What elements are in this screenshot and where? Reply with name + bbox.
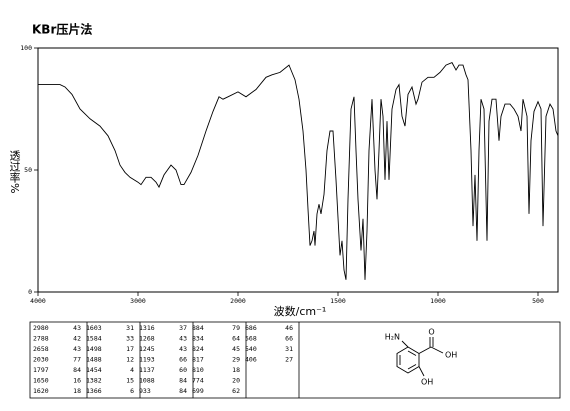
peak-intensity: 16 — [73, 377, 81, 385]
peak-wavenumber: 1137 — [139, 366, 155, 374]
molecule-bonds — [396, 337, 444, 377]
table-frame — [29, 321, 561, 399]
peak-wavenumber: 824 — [192, 345, 204, 353]
peak-wavenumber: 1603 — [86, 324, 102, 332]
peak-intensity: 84 — [73, 366, 81, 374]
peak-intensity: 42 — [73, 335, 81, 343]
peak-wavenumber: 1245 — [139, 345, 155, 353]
x-tick-label: 2000 — [230, 297, 246, 305]
peak-intensity: 31 — [126, 324, 134, 332]
peak-intensity: 43 — [179, 335, 187, 343]
peak-wavenumber: 568 — [245, 335, 257, 343]
peak-wavenumber: 884 — [192, 324, 204, 332]
peak-intensity: 12 — [126, 356, 134, 364]
peak-wavenumber: 810 — [192, 366, 204, 374]
peak-intensity: 15 — [126, 377, 134, 385]
peak-wavenumber: 540 — [245, 345, 257, 353]
x-tick-label: 3000 — [130, 297, 146, 305]
peak-wavenumber: 1797 — [33, 366, 49, 374]
peak-intensity: 66 — [179, 356, 187, 364]
peak-wavenumber: 933 — [139, 387, 151, 395]
peak-intensity: 60 — [179, 366, 187, 374]
peak-intensity: 45 — [232, 345, 240, 353]
peak-intensity: 43 — [73, 324, 81, 332]
y-tick-label: 0 — [28, 288, 32, 296]
peak-wavenumber: 817 — [192, 356, 204, 364]
peak-intensity: 31 — [285, 345, 293, 353]
peak-wavenumber: 834 — [192, 335, 204, 343]
peak-intensity: 6 — [130, 387, 134, 395]
peak-intensity: 33 — [126, 335, 134, 343]
peak-wavenumber: 1650 — [33, 377, 49, 385]
peak-intensity: 20 — [232, 377, 240, 385]
peak-intensity: 18 — [232, 366, 240, 374]
peak-intensity: 18 — [73, 387, 81, 395]
x-axis-label: 波数/cm⁻¹ — [274, 305, 327, 318]
peak-intensity: 79 — [232, 324, 240, 332]
peak-wavenumber: 1316 — [139, 324, 155, 332]
peak-wavenumber: 2788 — [33, 335, 49, 343]
peak-intensity: 43 — [179, 345, 187, 353]
peak-wavenumber: 686 — [245, 324, 257, 332]
y-tick-label: 100 — [20, 44, 32, 52]
peak-wavenumber: 406 — [245, 356, 257, 364]
peak-intensity: 17 — [126, 345, 134, 353]
x-tick-label: 1000 — [430, 297, 446, 305]
peak-wavenumber: 1620 — [33, 387, 49, 395]
molecule-label: OH — [421, 378, 433, 387]
peak-wavenumber: 1454 — [86, 366, 102, 374]
peak-wavenumber: 2980 — [33, 324, 49, 332]
table-dividers — [86, 322, 300, 398]
peak-intensity: 84 — [179, 377, 187, 385]
peak-wavenumber: 1488 — [86, 356, 102, 364]
peak-wavenumber: 774 — [192, 377, 204, 385]
chart-title: KBr压片法 — [32, 22, 92, 37]
peak-intensity: 66 — [285, 335, 293, 343]
peak-intensity: 29 — [232, 356, 240, 364]
x-tick-label: 4000 — [30, 297, 46, 305]
peak-wavenumber: 2658 — [33, 345, 49, 353]
peak-intensity: 37 — [179, 324, 187, 332]
y-axis-label: 透过率% — [8, 150, 21, 194]
peak-wavenumber: 699 — [192, 387, 204, 395]
x-tick-label: 1500 — [330, 297, 346, 305]
peak-wavenumber: 1382 — [86, 377, 102, 385]
spectrum-line — [38, 62, 559, 280]
peak-intensity: 64 — [232, 335, 240, 343]
peak-intensity: 4 — [130, 366, 134, 374]
molecule-label: H₂N — [385, 333, 400, 342]
plot-frame — [37, 47, 559, 293]
molecule-label: OH — [445, 351, 457, 360]
peak-intensity: 84 — [179, 387, 187, 395]
peak-wavenumber: 1268 — [139, 335, 155, 343]
peak-intensity: 46 — [285, 324, 293, 332]
peak-wavenumber: 1584 — [86, 335, 102, 343]
x-tick-label: 500 — [532, 297, 544, 305]
peak-wavenumber: 1366 — [86, 387, 102, 395]
y-tick-label: 50 — [24, 166, 32, 174]
peak-intensity: 77 — [73, 356, 81, 364]
molecule-label: O — [428, 328, 434, 337]
peak-wavenumber: 1193 — [139, 356, 155, 364]
peak-intensity: 62 — [232, 387, 240, 395]
peak-wavenumber: 1498 — [86, 345, 102, 353]
peak-wavenumber: 2030 — [33, 356, 49, 364]
peak-intensity: 27 — [285, 356, 293, 364]
peak-intensity: 43 — [73, 345, 81, 353]
peak-wavenumber: 1088 — [139, 377, 155, 385]
